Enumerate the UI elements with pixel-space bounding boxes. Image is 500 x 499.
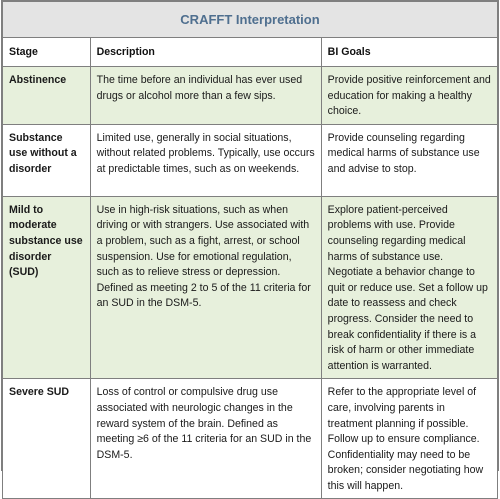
table-title-cell: CRAFFT Interpretation	[2, 1, 498, 38]
table-title: CRAFFT Interpretation	[180, 12, 320, 28]
description-cell: Loss of control or compulsive drug use a…	[89, 378, 322, 499]
table-row-mild-moderate-sud: Mild to moderate substance use disorder …	[2, 195, 499, 380]
table-row-substance-use: Substance use without a disorder Limited…	[2, 123, 499, 197]
stage-cell: Substance use without a disorder	[2, 123, 91, 197]
table-title-row: CRAFFT Interpretation	[2, 1, 498, 38]
goals-cell: Provide counseling regarding medical har…	[320, 123, 499, 197]
goals-cell: Refer to the appropriate level of care, …	[320, 378, 499, 499]
header-description: Description	[89, 37, 322, 67]
stage-cell: Abstinence	[2, 66, 91, 125]
goals-cell: Explore patient-perceived problems with …	[320, 195, 499, 380]
description-cell: Use in high-risk situations, such as whe…	[89, 195, 322, 380]
description-cell: The time before an individual has ever u…	[89, 66, 322, 125]
table-header-row: Stage Description BI Goals	[2, 37, 499, 67]
stage-cell: Severe SUD	[2, 378, 91, 499]
description-cell: Limited use, generally in social situati…	[89, 123, 322, 197]
header-bi-goals: BI Goals	[320, 37, 499, 67]
goals-cell: Provide positive reinforcement and educa…	[320, 66, 499, 125]
header-stage: Stage	[2, 37, 91, 67]
table-row-abstinence: Abstinence The time before an individual…	[2, 66, 499, 125]
table-row-severe-sud: Severe SUD Loss of control or compulsive…	[2, 378, 499, 499]
stage-cell: Mild to moderate substance use disorder …	[2, 195, 91, 380]
